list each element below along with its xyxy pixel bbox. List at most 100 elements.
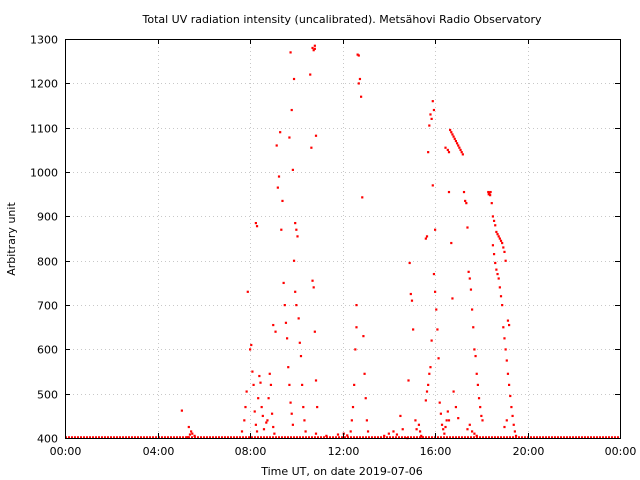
data-point — [445, 419, 448, 422]
data-point — [512, 423, 515, 426]
data-point — [363, 372, 366, 375]
data-point — [502, 326, 505, 329]
data-point — [295, 228, 298, 231]
data-point — [253, 410, 256, 413]
data-point — [254, 423, 257, 426]
data-point — [309, 73, 312, 76]
data-point — [420, 434, 423, 437]
data-point — [487, 193, 490, 196]
data-point — [180, 409, 183, 412]
data-point — [504, 259, 507, 262]
data-point — [431, 100, 434, 103]
data-point — [449, 128, 452, 132]
data-point — [399, 414, 402, 418]
data-point — [491, 215, 495, 218]
data-point — [251, 370, 254, 373]
data-point — [266, 419, 269, 422]
data-point — [444, 425, 447, 429]
data-point — [259, 381, 262, 384]
data-point — [257, 397, 260, 400]
data-point — [283, 304, 286, 307]
data-point — [475, 434, 478, 437]
data-point — [410, 299, 414, 302]
data-point — [442, 428, 445, 431]
data-point — [446, 148, 449, 152]
data-point — [412, 328, 415, 331]
data-point — [481, 419, 484, 422]
data-point — [245, 390, 248, 393]
data-point — [506, 372, 510, 375]
data-point — [432, 272, 436, 276]
data-point — [461, 153, 464, 156]
data-point — [454, 405, 458, 409]
x-tick-label: 04:00 — [143, 445, 175, 458]
data-point — [474, 354, 477, 358]
y-tick-label: 1100 — [30, 123, 58, 136]
data-point — [430, 117, 433, 120]
data-point — [186, 436, 189, 439]
data-point — [437, 357, 440, 360]
data-point — [288, 136, 291, 139]
data-point — [277, 175, 281, 178]
data-point — [429, 366, 432, 369]
data-point — [424, 399, 427, 402]
data-point — [312, 49, 315, 52]
data-point — [260, 405, 263, 409]
data-point — [503, 425, 506, 429]
data-point — [497, 277, 500, 280]
data-point — [505, 359, 508, 362]
data-point — [314, 379, 318, 382]
data-point — [480, 414, 483, 418]
data-point — [497, 235, 500, 238]
data-point — [255, 430, 259, 433]
data-point — [254, 221, 257, 225]
data-point — [514, 434, 518, 437]
data-point — [191, 432, 194, 435]
data-point — [498, 286, 501, 289]
data-point — [292, 77, 296, 81]
data-point — [509, 394, 512, 398]
x-tick-label: 00:00 — [605, 445, 637, 458]
data-point — [471, 308, 474, 311]
data-point — [424, 237, 427, 240]
data-point — [362, 335, 365, 338]
data-point — [250, 343, 253, 347]
data-point — [252, 383, 255, 386]
data-point — [489, 190, 492, 194]
data-point — [249, 348, 252, 351]
data-point — [280, 228, 283, 231]
data-point — [355, 326, 358, 329]
data-point — [427, 151, 430, 154]
data-point — [508, 323, 511, 327]
data-point — [314, 134, 318, 137]
data-point — [316, 405, 319, 409]
data-point — [429, 113, 432, 116]
data-point — [258, 374, 261, 378]
data-point — [272, 323, 275, 327]
data-point — [262, 428, 266, 431]
data-point — [272, 425, 275, 429]
data-point — [430, 339, 433, 342]
data-point — [351, 405, 355, 409]
data-point — [436, 328, 439, 331]
data-point — [466, 428, 469, 431]
data-point — [451, 297, 454, 300]
data-point — [310, 146, 313, 149]
data-point — [346, 434, 349, 437]
data-point — [469, 288, 473, 291]
data-point — [473, 432, 476, 435]
data-point — [496, 272, 499, 276]
data-point — [510, 405, 513, 409]
data-point — [432, 108, 436, 112]
data-point — [505, 419, 508, 422]
data-point — [487, 190, 490, 194]
data-point — [282, 281, 285, 285]
data-point — [490, 202, 493, 205]
data-point — [452, 135, 455, 138]
data-point — [494, 224, 497, 227]
data-point — [353, 383, 356, 386]
data-point — [288, 383, 291, 386]
data-point — [291, 168, 294, 171]
data-point — [364, 397, 367, 400]
data-point — [366, 430, 370, 433]
